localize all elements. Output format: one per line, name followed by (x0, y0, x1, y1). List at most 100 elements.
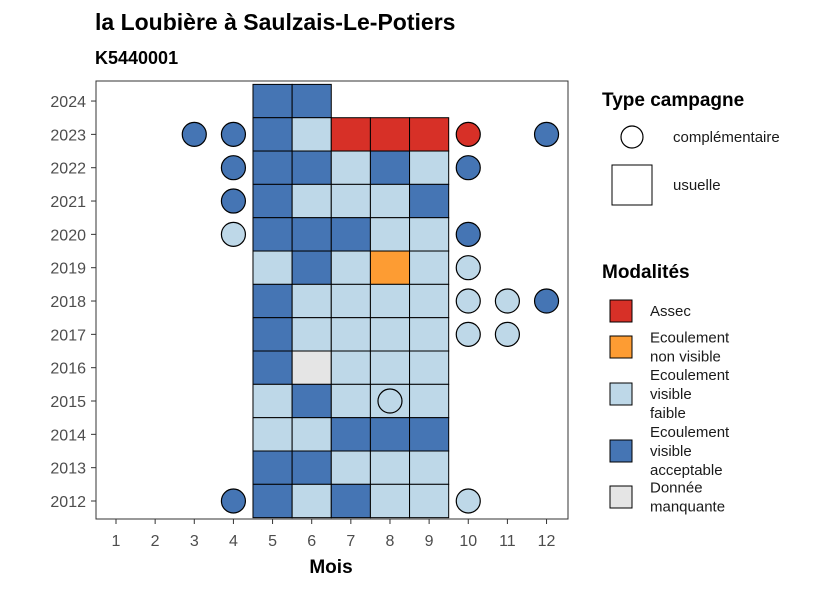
point-2017-10 (455, 321, 481, 347)
legend-label-line: visible (650, 386, 692, 403)
point-2022-4 (220, 155, 247, 181)
cell-2015-7 (330, 383, 371, 419)
cell-2019-5 (252, 250, 293, 285)
cell-2015-5 (252, 383, 293, 419)
legend-swatch-ecoulement-visible-faible (609, 382, 633, 406)
legend-label-line: non visible (650, 349, 721, 366)
point-2018-12 (533, 288, 560, 314)
legend-swatch-donnee-manquante (609, 485, 633, 509)
cell-2016-8 (369, 350, 411, 385)
cell-2023-8 (369, 117, 411, 152)
y-tick-label: 2022 (50, 161, 86, 178)
legend-label-line: manquante (650, 499, 725, 516)
legend-label-ecoulement-visible-faible: Ecoulement visible faible (650, 367, 730, 422)
cell-2014-9 (409, 417, 450, 452)
legend-key-complementaire (620, 125, 644, 149)
legend-label-line: visible (650, 443, 692, 460)
point-2022-10 (455, 155, 481, 181)
cell-2014-5 (252, 417, 293, 452)
cell-2012-6 (291, 483, 332, 519)
cell-2022-5 (252, 150, 293, 185)
x-axis-label: Mois (309, 557, 352, 578)
cell-2022-7 (330, 150, 371, 185)
cell-2012-9 (409, 483, 450, 519)
cell-2020-9 (409, 217, 450, 252)
point-2023-10 (455, 121, 481, 147)
y-tick-label: 2016 (50, 361, 86, 378)
y-tick-label: 2012 (50, 494, 86, 511)
complementaire-points (181, 121, 560, 514)
legend-label-line: Ecoulement (650, 330, 730, 347)
cell-2019-8 (369, 250, 411, 285)
point-2012-10 (455, 488, 481, 514)
legend-label-ecoulement-visible-acceptable: Ecoulement visible acceptable (650, 424, 730, 479)
x-tick-label: 6 (307, 533, 316, 550)
cell-2023-5 (252, 117, 293, 152)
y-tick-label: 2023 (50, 127, 86, 144)
x-tick-label: 7 (346, 533, 355, 550)
point-2017-11 (494, 321, 520, 347)
cell-2021-7 (330, 183, 371, 219)
cell-2017-9 (409, 317, 450, 352)
legend-label-usuelle: usuelle (673, 177, 721, 194)
legend-swatch-assec (609, 299, 633, 323)
cell-2014-8 (369, 417, 411, 452)
cell-2024-6 (291, 83, 332, 119)
point-2023-3 (181, 121, 207, 147)
legend-label-line: Assec (650, 303, 691, 320)
cell-2019-9 (409, 250, 450, 285)
cell-2024-5 (252, 83, 293, 119)
chart-title: la Loubière à Saulzais-Le-Potiers (95, 9, 455, 35)
point-2012-4 (220, 488, 247, 514)
x-tick-label: 2 (151, 533, 160, 550)
cell-2018-8 (369, 283, 411, 319)
x-tick-label: 5 (268, 533, 277, 550)
y-tick-label: 2017 (50, 327, 86, 344)
cell-2017-5 (252, 317, 293, 352)
cell-2012-7 (330, 483, 371, 519)
point-2019-10 (455, 255, 481, 281)
y-tick-label: 2014 (50, 427, 86, 444)
legend-label-line: Ecoulement (650, 424, 730, 441)
cell-2017-7 (330, 317, 371, 352)
cell-2017-6 (291, 317, 332, 352)
legend-label-donnee-manquante: Donnée manquante (650, 480, 725, 516)
cell-2021-9 (409, 183, 450, 219)
cell-2015-6 (291, 383, 332, 419)
cell-2018-6 (291, 283, 332, 319)
cell-2023-6 (291, 117, 332, 152)
legend-label-line: Ecoulement (650, 367, 730, 384)
cell-2016-6 (291, 350, 332, 385)
cell-2018-5 (252, 283, 293, 319)
cell-2016-9 (409, 350, 450, 385)
legend-type-campagne: Type campagne complémentaire usuelle (602, 90, 780, 206)
cell-2022-6 (291, 150, 332, 185)
cell-2023-7 (330, 117, 371, 152)
x-tick-label: 12 (538, 533, 556, 550)
cell-2021-8 (369, 183, 411, 219)
cell-2019-6 (291, 250, 332, 285)
cell-2020-6 (291, 217, 332, 252)
y-tick-label: 2020 (50, 227, 86, 244)
cell-2014-7 (330, 417, 371, 452)
cell-2022-8 (369, 150, 411, 185)
legend-modalites-title: Modalités (602, 262, 690, 283)
x-tick-label: 4 (229, 533, 238, 550)
legend-label-ecoulement-non-visible: Ecoulement non visible (650, 330, 730, 366)
cell-2020-8 (369, 217, 411, 252)
y-tick-label: 2015 (50, 394, 86, 411)
cell-2013-8 (369, 450, 411, 485)
legend-label-line: faible (650, 405, 686, 422)
point-2015-8 (377, 388, 403, 414)
chart-subtitle: K5440001 (95, 48, 178, 68)
cell-2014-6 (291, 417, 332, 452)
cell-2016-5 (252, 350, 293, 385)
y-tick-label: 2024 (50, 94, 86, 111)
point-2018-11 (494, 288, 520, 314)
point-2020-4 (220, 221, 247, 247)
cell-2013-5 (252, 450, 293, 485)
legend-label-complementaire: complémentaire (673, 129, 780, 146)
cell-2013-9 (409, 450, 450, 485)
